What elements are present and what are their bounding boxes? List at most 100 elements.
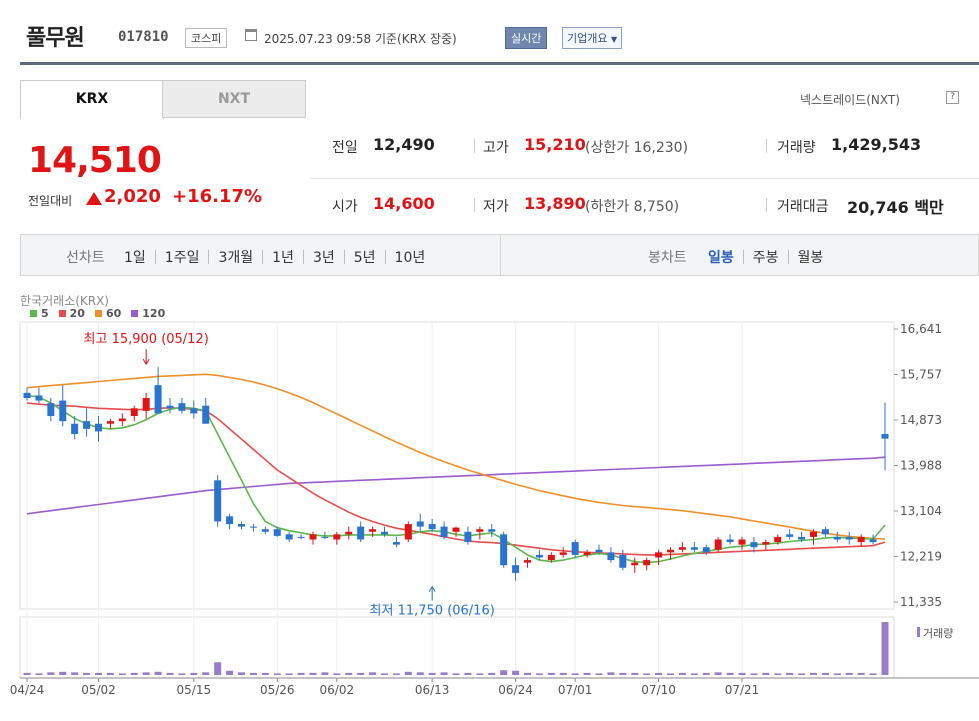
candle-body — [774, 536, 782, 543]
candle-body — [488, 529, 496, 532]
volume-bar — [345, 672, 353, 675]
volume-bar — [440, 672, 448, 675]
line-period-tabs: 1일 1주일 3개월 1년 3년 5년 10년 — [124, 247, 425, 267]
period-separator — [343, 250, 345, 264]
high-arrow-head — [142, 358, 150, 366]
candle-body — [333, 534, 341, 540]
quote-separator — [474, 139, 475, 153]
candle-body — [547, 554, 555, 561]
candle-body — [178, 403, 186, 411]
candle-body — [238, 524, 245, 527]
volume-bar — [83, 672, 91, 675]
volume-bar — [821, 672, 829, 675]
volume-bar — [202, 672, 210, 675]
candle-body — [452, 527, 460, 532]
volume-bar — [464, 672, 472, 675]
period-separator — [384, 250, 386, 264]
candle-body — [106, 421, 114, 424]
candle-body — [392, 542, 400, 545]
volume-bar — [369, 672, 377, 675]
volume-bar — [833, 673, 841, 675]
volume-value: 1,429,543 — [831, 135, 922, 154]
change-label: 전일대비 — [28, 194, 73, 208]
period-separator — [208, 250, 210, 264]
amount-label: 거래대금 — [777, 199, 829, 215]
candle-body — [667, 549, 674, 553]
low-value: 13,890 — [524, 194, 586, 213]
candle-body — [631, 562, 639, 566]
volume-bar — [106, 672, 114, 675]
period-1y[interactable]: 1년 — [272, 250, 294, 266]
header-divider — [20, 62, 979, 65]
legend-ma5: 5 — [41, 307, 49, 320]
ma5-line — [26, 394, 886, 564]
volume-bar — [35, 673, 43, 675]
help-icon[interactable]: ? — [946, 91, 959, 104]
candle-daily[interactable]: 일봉 — [708, 250, 734, 266]
candle-body — [655, 552, 663, 558]
volume-bar — [857, 672, 865, 675]
candle-body — [833, 536, 841, 540]
period-1w[interactable]: 1주일 — [164, 250, 200, 266]
volume-bar — [249, 672, 257, 675]
tab-nxt[interactable]: NXT — [162, 80, 306, 118]
candle-body — [35, 395, 43, 401]
candle-chart-label: 봉차트 — [648, 250, 687, 266]
company-overview-button[interactable]: 기업개요 ▼ — [562, 27, 623, 49]
market-badge: 코스피 — [185, 28, 228, 48]
candle-monthly[interactable]: 월봉 — [797, 250, 824, 266]
period-5y[interactable]: 5년 — [353, 250, 376, 266]
legend-ma120: 120 — [142, 307, 166, 320]
legend-ma60: 60 — [105, 307, 122, 320]
volume-bar — [476, 673, 484, 675]
tab-krx[interactable]: KRX — [20, 80, 164, 119]
period-10y[interactable]: 10년 — [394, 250, 426, 266]
volume-bar — [774, 673, 782, 675]
volume-bar — [452, 673, 460, 675]
candle-weekly[interactable]: 주봉 — [752, 250, 779, 266]
candle-body — [678, 547, 686, 550]
period-3m[interactable]: 3개월 — [218, 250, 254, 266]
nextrade-link[interactable]: 넥스트레이드(NXT) — [800, 93, 900, 107]
volume-bar — [738, 672, 746, 675]
volume-bar — [285, 673, 293, 675]
candle-body — [571, 542, 579, 555]
volume-bar — [273, 673, 281, 675]
period-3y[interactable]: 3년 — [312, 250, 335, 266]
period-1d[interactable]: 1일 — [124, 250, 146, 266]
candle-body — [881, 434, 889, 439]
candle-body — [702, 547, 710, 553]
candle-body — [118, 418, 126, 422]
volume-bar — [23, 672, 31, 675]
volume-legend-swatch — [917, 627, 920, 637]
volume-bar — [583, 672, 591, 675]
volume-bar — [297, 672, 305, 675]
volume-bar — [392, 673, 400, 675]
candle-body — [345, 531, 353, 535]
volume-bar — [881, 622, 889, 675]
volume-bar — [702, 672, 710, 675]
x-tick-label: 05/15 — [177, 683, 212, 697]
candle-body — [249, 526, 257, 528]
volume-bar — [667, 673, 674, 675]
candle-body — [595, 549, 603, 553]
candle-body — [309, 534, 317, 540]
candle-body — [285, 534, 293, 540]
low-label: 저가 — [483, 199, 509, 215]
chevron-down-icon: ▼ — [610, 35, 618, 44]
ma-legend: 5 20 60 120 — [30, 307, 165, 320]
realtime-button[interactable]: 실시간 — [505, 27, 548, 49]
candle-body — [297, 536, 305, 538]
volume-bar — [845, 672, 853, 675]
open-value: 14,600 — [373, 194, 435, 213]
volume-bar — [321, 672, 329, 675]
candle-body — [583, 552, 591, 555]
candle-body — [690, 547, 698, 550]
chart-source: 한국거래소(KRX) — [20, 294, 109, 308]
candle-body — [857, 536, 865, 543]
candle-body — [369, 529, 377, 532]
volume-bar — [333, 673, 341, 675]
lower-limit: (하한가 8,750) — [585, 199, 680, 215]
candle-body — [273, 529, 281, 536]
